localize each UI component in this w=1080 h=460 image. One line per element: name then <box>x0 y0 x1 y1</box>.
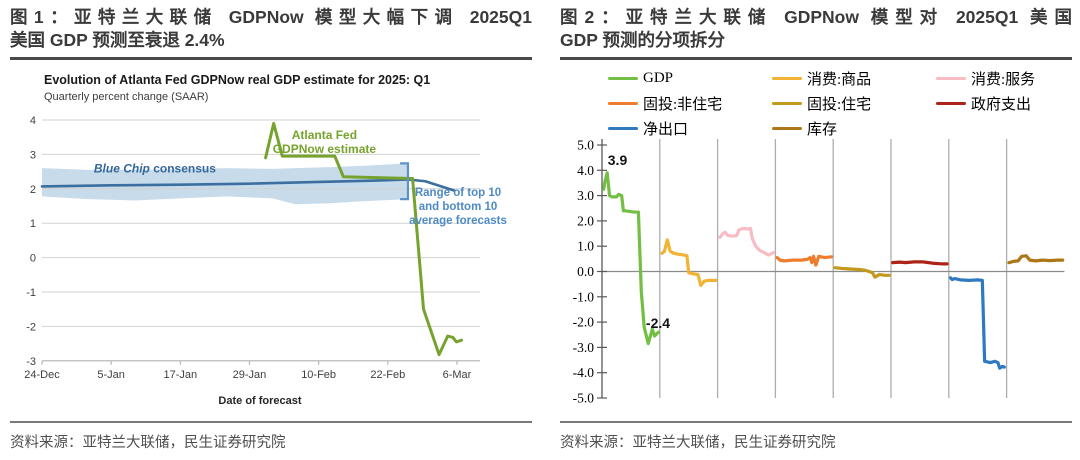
svg-text:4: 4 <box>30 115 36 127</box>
series-inventories <box>1007 254 1065 265</box>
legend-item-inventories: 库存 <box>772 118 936 139</box>
svg-text:average forecasts: average forecasts <box>409 215 507 227</box>
x-axis-title: Date of forecast <box>218 395 301 407</box>
series-gdp <box>602 171 661 346</box>
left-gridlines: 4 3 2 1 0 -1 -2 -3 <box>26 115 480 368</box>
left-x-axis: 24-Dec 5-Jan 17-Jan 29-Jan 10-Feb 22-Feb 6-Mar <box>24 360 480 381</box>
svg-text:Atlanta Fed: Atlanta Fed <box>292 128 357 142</box>
series-gdpnow-estimate <box>264 121 464 357</box>
svg-text:0: 0 <box>30 253 36 265</box>
svg-text:5-Jan: 5-Jan <box>97 369 125 381</box>
legend-label: 消费:商品 <box>807 72 872 88</box>
svg-text:-2: -2 <box>26 321 36 333</box>
right-y-axis: 5.0 4.0 3.0 2.0 1.0 0.0 -1.0 -2.0 -3.0 -4.0 -5.0 <box>573 138 607 405</box>
svg-text:5.0: 5.0 <box>577 138 594 153</box>
legend-label: 净出口 <box>643 122 689 138</box>
svg-text:-3: -3 <box>26 356 36 368</box>
svg-text:-4.0: -4.0 <box>573 365 595 380</box>
svg-text:and bottom 10: and bottom 10 <box>419 201 498 213</box>
gdpnow-evolution-chart: Evolution of Atlanta Fed GDPNow real GDP… <box>24 73 507 407</box>
svg-text:-1: -1 <box>26 287 36 299</box>
legend-item-fixed-investment-nonresidential: 固投:非住宅 <box>608 93 772 114</box>
svg-text:3.0: 3.0 <box>577 188 594 203</box>
legend-item-fixed-investment-residential: 固投:住宅 <box>772 93 936 114</box>
figure2-title-line1: 图2：亚特兰大联储 GDPNow 模型对 2025Q1 美国 <box>560 7 1072 27</box>
chart-legend: GDP 消费:商品 消费:服务固投:非住宅 固投:住宅 政府支出净出口 库存 <box>608 68 1076 139</box>
svg-text:1.0: 1.0 <box>577 239 594 254</box>
svg-text:-2.0: -2.0 <box>573 315 595 330</box>
legend-label: 固投:住宅 <box>807 97 872 113</box>
embedded-chart-title: Evolution of Atlanta Fed GDPNow real GDP… <box>44 73 430 87</box>
svg-text:GDPNow estimate: GDPNow estimate <box>273 142 377 156</box>
svg-text:0.0: 0.0 <box>577 264 594 279</box>
series-fixed-investment-residential <box>833 266 891 279</box>
legend-item-consumption-goods: 消费:商品 <box>772 68 936 89</box>
series-blue-chip-consensus <box>40 178 456 192</box>
figure1-title-line1: 图1：亚特兰大联储 GDPNow 模型大幅下调 2025Q1 <box>10 7 532 27</box>
right-gridlines <box>659 139 1008 398</box>
svg-text:17-Jan: 17-Jan <box>163 369 197 381</box>
series-government-spending <box>891 260 949 266</box>
svg-text:4.0: 4.0 <box>577 163 594 178</box>
series-net-exports <box>948 276 1006 370</box>
figure2-title-line2: GDP 预测的分项拆分 <box>560 30 725 51</box>
legend-label: 政府支出 <box>971 97 1032 113</box>
figure1-title: 图1：亚特兰大联储 GDPNow 模型大幅下调 2025Q1 美国 GDP 预测… <box>10 6 532 61</box>
range-annotation: Range of top 10 and bottom 10 average fore… <box>409 187 507 227</box>
series-fixed-investment-nonresidential <box>775 254 834 267</box>
legend-item-government-spending: 政府支出 <box>936 93 1076 114</box>
range-bracket <box>399 162 410 201</box>
legend-swatch-consumption-goods <box>772 76 802 81</box>
figure-1: 图1：亚特兰大联储 GDPNow 模型大幅下调 2025Q1 美国 GDP 预测… <box>10 6 532 452</box>
figure2-title: 图2：亚特兰大联储 GDPNow 模型对 2025Q1 美国 GDP 预测的分项… <box>560 6 1072 61</box>
legend-swatch-fixed-investment-residential <box>772 101 802 106</box>
legend-swatch-fixed-investment-nonresidential <box>608 101 638 106</box>
legend-label: 固投:非住宅 <box>643 97 723 113</box>
legend-item-net-exports: 净出口 <box>608 118 772 139</box>
legend-label: 库存 <box>807 122 838 138</box>
svg-text:-5.0: -5.0 <box>573 391 595 405</box>
gdp-components-chart: 5.0 4.0 3.0 2.0 1.0 0.0 -1.0 -2.0 -3.0 -4.0 -5.0 3.… <box>573 138 1065 405</box>
svg-text:-1.0: -1.0 <box>573 289 595 304</box>
svg-text:22-Feb: 22-Feb <box>370 369 405 381</box>
svg-text:Range of top 10: Range of top 10 <box>415 187 501 199</box>
series-consumption-goods <box>660 238 718 288</box>
svg-text:2: 2 <box>30 184 36 196</box>
svg-text:2.0: 2.0 <box>577 213 594 228</box>
legend-swatch-government-spending <box>936 101 966 106</box>
svg-text:3: 3 <box>30 149 36 161</box>
legend-swatch-inventories <box>772 126 802 131</box>
figure-2: 图2：亚特兰大联储 GDPNow 模型对 2025Q1 美国 GDP 预测的分项… <box>560 6 1072 452</box>
legend-swatch-net-exports <box>608 126 638 131</box>
svg-text:-3.0: -3.0 <box>573 340 595 355</box>
consensus-annotation: Blue Chip consensus <box>94 161 216 175</box>
svg-text:10-Feb: 10-Feb <box>301 369 336 381</box>
series-consumption-services <box>718 226 776 257</box>
legend-item-consumption-services: 消费:服务 <box>936 68 1076 89</box>
legend-swatch-consumption-services <box>936 76 966 81</box>
legend-label: GDP <box>643 70 674 86</box>
figure2-source: 资料来源：亚特兰大联储，民生证券研究院 <box>560 421 1072 452</box>
data-label--2.4: -2.4 <box>646 315 670 331</box>
figure1-title-line2: 美国 GDP 预测至衰退 2.4% <box>10 30 225 51</box>
legend-label: 消费:服务 <box>971 72 1036 88</box>
data-label-3.9: 3.9 <box>608 152 628 168</box>
figure1-source: 资料来源：亚特兰大联储，民生证券研究院 <box>10 421 532 452</box>
svg-text:29-Jan: 29-Jan <box>233 369 267 381</box>
legend-swatch-gdp <box>608 76 638 81</box>
legend-item-gdp: GDP <box>608 68 772 89</box>
embedded-chart-subtitle: Quarterly percent change (SAAR) <box>44 91 208 103</box>
svg-text:24-Dec: 24-Dec <box>24 369 60 381</box>
svg-text:1: 1 <box>30 218 36 230</box>
svg-text:6-Mar: 6-Mar <box>443 369 472 381</box>
